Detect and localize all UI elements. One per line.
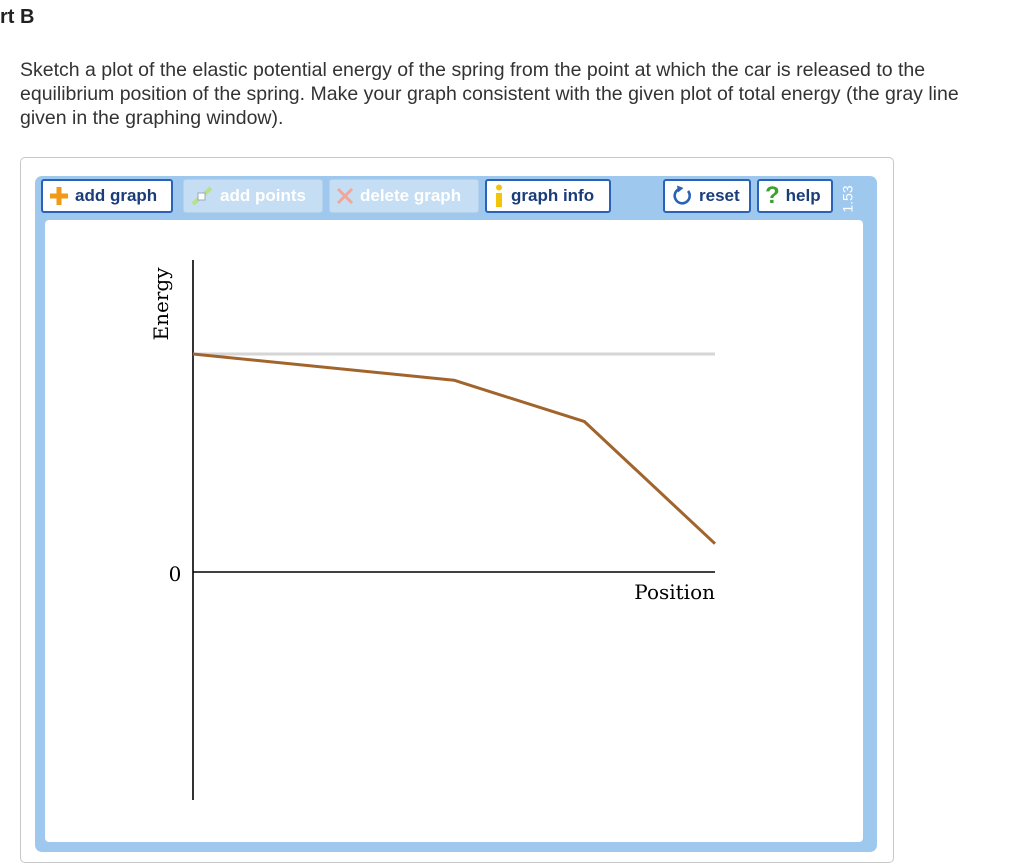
graphing-panel: add graph add points delete graph graph … — [20, 157, 894, 863]
graph-info-button[interactable]: graph info — [485, 179, 611, 213]
elastic-energy-sketch-line[interactable] — [192, 352, 717, 545]
reset-icon — [671, 185, 693, 207]
y-tick-zero-label: 0 — [169, 562, 182, 586]
delete-graph-button[interactable]: delete graph — [329, 179, 479, 213]
add-points-button[interactable]: add points — [183, 179, 323, 213]
reset-label: reset — [699, 186, 740, 205]
energy-position-plot[interactable]: 0 Position Energy — [45, 220, 863, 842]
help-button[interactable]: ? help — [757, 179, 833, 213]
x-axis-label: Position — [634, 580, 715, 604]
question-prompt: Sketch a plot of the elastic potential e… — [20, 59, 959, 129]
help-label: help — [785, 186, 821, 205]
graph-canvas[interactable]: 0 Position Energy — [45, 220, 863, 842]
graph-info-label: graph info — [511, 186, 595, 205]
add-graph-label: add graph — [75, 186, 158, 205]
delete-graph-label: delete graph — [360, 186, 462, 205]
reset-button[interactable]: reset — [663, 179, 751, 213]
graphing-tool: add graph add points delete graph graph … — [35, 176, 877, 852]
add-graph-button[interactable]: add graph — [41, 179, 173, 213]
y-axis-label: Energy — [149, 267, 173, 341]
delete-x-icon — [336, 187, 354, 205]
add-points-label: add points — [220, 186, 306, 205]
version-label: 1.53 — [840, 185, 856, 213]
add-points-icon — [190, 185, 214, 207]
part-title: rt B — [0, 6, 35, 28]
info-icon — [493, 184, 505, 208]
help-question-icon: ? — [765, 182, 780, 209]
plus-icon — [49, 186, 69, 206]
